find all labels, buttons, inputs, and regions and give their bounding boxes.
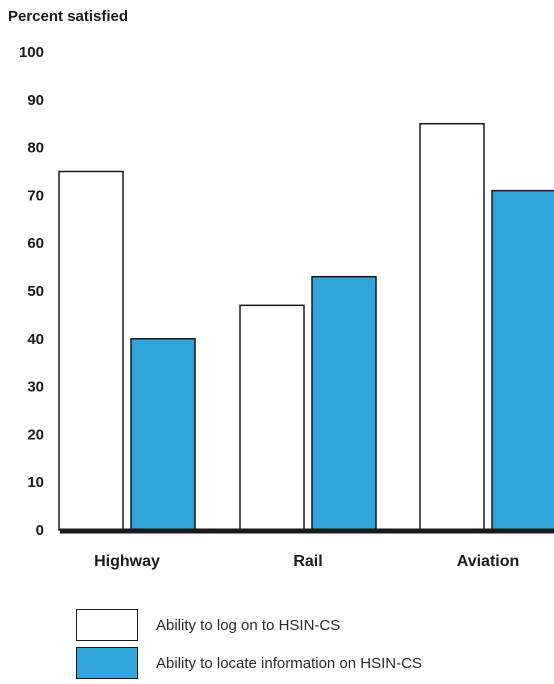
bar-chart: 0 10 20 30 40 50 60 70 80 90 100 Highway Rail Aviatio…	[19, 44, 554, 570]
legend-swatch-locate-info	[76, 647, 138, 679]
y-tick-label: 90	[27, 92, 44, 109]
bar-aviation-series-2	[491, 189, 554, 531]
bar-rail-series-1	[239, 304, 305, 531]
y-tick-label: 80	[27, 140, 44, 157]
legend-item-locate-info: Ability to locate information on HSIN-CS	[76, 646, 422, 680]
bar-highway-series-2	[130, 338, 196, 531]
legend-label-log-on: Ability to log on to HSIN-CS	[156, 616, 341, 634]
y-tick-label: 10	[27, 474, 44, 491]
x-category-label: Highway	[94, 553, 160, 570]
y-axis-label: Percent satisfied	[8, 8, 129, 25]
bar-highway-series-1	[58, 170, 124, 531]
legend-swatch-log-on	[76, 609, 138, 641]
y-tick-label: 60	[27, 235, 44, 252]
x-category-label: Aviation	[457, 553, 520, 570]
y-tick-label: 40	[27, 331, 44, 348]
legend-label-locate-info: Ability to locate information on HSIN-CS	[156, 654, 422, 672]
y-tick-label: 50	[27, 283, 44, 300]
y-tick-label: 70	[27, 187, 44, 204]
legend-item-log-on: Ability to log on to HSIN-CS	[76, 608, 422, 642]
y-tick-label: 0	[36, 522, 44, 539]
y-tick-label: 100	[19, 44, 44, 61]
y-tick-label: 30	[27, 379, 44, 396]
legend: Ability to log on to HSIN-CS Ability to …	[76, 608, 422, 684]
bar-rail-series-2	[311, 275, 377, 531]
x-category-label: Rail	[293, 553, 322, 570]
y-tick-label: 20	[27, 426, 44, 443]
bar-aviation-series-1	[419, 122, 485, 531]
